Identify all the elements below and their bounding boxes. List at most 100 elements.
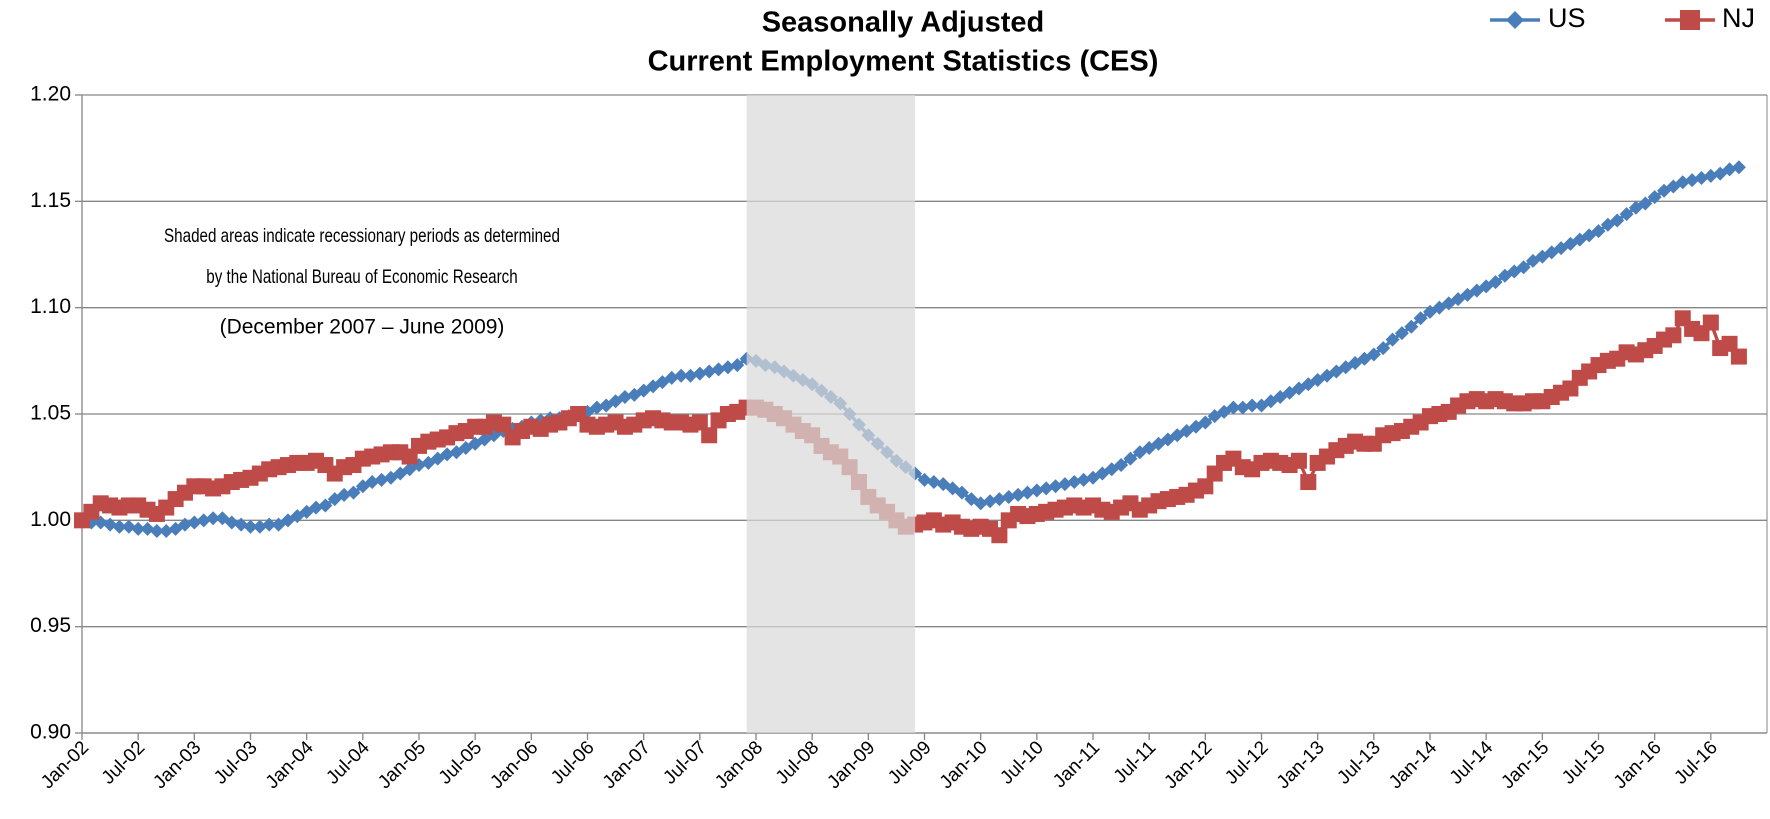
marker-diamond — [1675, 175, 1690, 190]
marker-diamond — [926, 475, 941, 490]
marker-diamond — [1376, 341, 1391, 356]
marker-square — [691, 414, 708, 431]
marker-diamond — [1114, 458, 1129, 473]
marker-diamond — [234, 517, 249, 532]
chart-title: Current Employment Statistics (CES) — [648, 46, 1159, 78]
marker-diamond — [187, 515, 202, 530]
x-tick-label: Jul-02 — [98, 737, 149, 788]
y-tick-label: 1.15 — [30, 189, 71, 212]
marker-diamond — [1647, 190, 1662, 205]
marker-diamond — [440, 447, 455, 462]
x-tick-label: Jan-07 — [599, 737, 655, 793]
marker-diamond — [121, 519, 136, 534]
x-tick-label: Jul-04 — [322, 737, 374, 789]
marker-diamond — [711, 362, 726, 377]
marker-diamond — [1039, 481, 1054, 496]
x-tick-label: Jul-12 — [1221, 737, 1272, 788]
x-tick-label: Jan-13 — [1273, 737, 1329, 793]
marker-diamond — [692, 366, 707, 381]
x-tick-label: Jan-16 — [1610, 737, 1666, 793]
x-tick-label: Jan-11 — [1049, 737, 1104, 792]
legend-label: NJ — [1722, 3, 1755, 33]
x-tick-label: Jul-07 — [659, 737, 710, 788]
annotation: (December 2007 – June 2009) — [220, 316, 505, 339]
marker-diamond — [683, 368, 698, 383]
x-tick-label: Jul-15 — [1558, 737, 1609, 788]
marker-square — [1300, 474, 1317, 491]
marker-diamond — [674, 368, 689, 383]
y-tick-label: 1.05 — [30, 402, 71, 425]
x-tick-label: Jul-03 — [210, 737, 261, 788]
marker-square — [1665, 327, 1682, 344]
x-tick-label: Jan-10 — [936, 737, 992, 793]
x-tick-label: Jul-13 — [1333, 737, 1384, 788]
marker-diamond — [243, 519, 258, 534]
recession-shade — [746, 95, 916, 733]
marker-diamond — [1048, 479, 1063, 494]
marker-diamond — [1731, 160, 1746, 175]
marker-diamond — [1366, 347, 1381, 362]
y-tick-label: 1.10 — [30, 295, 71, 318]
marker-diamond — [1001, 489, 1016, 504]
marker-diamond — [1057, 477, 1072, 492]
x-tick-label: Jan-04 — [262, 737, 318, 793]
marker-diamond — [149, 523, 164, 538]
marker-diamond — [103, 517, 118, 532]
x-tick-label: Jan-08 — [711, 737, 767, 793]
x-tick-label: Jan-12 — [1160, 737, 1216, 793]
x-tick-label: Jul-10 — [996, 737, 1047, 788]
marker-diamond — [1123, 451, 1138, 466]
x-tick-label: Jan-02 — [37, 737, 93, 793]
x-tick-label: Jan-15 — [1497, 737, 1553, 793]
marker-square — [1197, 478, 1214, 495]
marker-diamond — [206, 511, 221, 526]
marker-diamond — [1404, 319, 1419, 334]
marker-diamond — [1610, 213, 1625, 228]
marker-diamond — [159, 523, 174, 538]
marker-diamond — [1722, 162, 1737, 177]
marker-diamond — [917, 472, 932, 487]
marker-diamond — [196, 513, 211, 528]
x-tick-label: Jan-03 — [149, 737, 205, 793]
marker-square — [1730, 348, 1747, 365]
marker-diamond — [318, 498, 333, 513]
marker-diamond — [365, 475, 380, 490]
marker-diamond — [346, 485, 361, 500]
marker-diamond — [252, 519, 267, 534]
x-tick-label: Jul-16 — [1670, 737, 1721, 788]
marker-diamond — [1076, 472, 1091, 487]
marker-square — [495, 416, 512, 433]
marker-diamond — [1703, 168, 1718, 183]
marker-diamond — [702, 364, 717, 379]
marker-diamond — [1694, 170, 1709, 185]
y-tick-label: 0.90 — [30, 721, 71, 744]
marker-diamond — [112, 519, 127, 534]
marker-diamond — [664, 370, 679, 385]
x-tick-label: Jul-08 — [772, 737, 823, 788]
marker-diamond — [720, 360, 735, 375]
marker-diamond — [309, 500, 324, 515]
marker-diamond — [374, 472, 389, 487]
marker-diamond — [617, 389, 632, 404]
marker-diamond — [1198, 415, 1213, 430]
marker-diamond — [177, 517, 192, 532]
y-tick-label: 0.95 — [30, 614, 71, 637]
marker-diamond — [973, 496, 988, 511]
legend-marker — [1680, 10, 1700, 30]
marker-diamond — [131, 521, 146, 536]
marker-diamond — [224, 515, 239, 530]
marker-diamond — [1619, 207, 1634, 222]
marker-diamond — [1535, 249, 1550, 264]
marker-square — [1290, 452, 1307, 469]
annotation: Shaded areas indicate recessionary perio… — [164, 224, 560, 246]
x-tick-label: Jan-09 — [823, 737, 879, 793]
marker-diamond — [1020, 485, 1035, 500]
x-tick-label: Jan-06 — [486, 737, 542, 793]
marker-diamond — [730, 358, 745, 373]
y-tick-label: 1.00 — [30, 508, 71, 531]
x-tick-label: Jul-11 — [1110, 737, 1160, 787]
x-tick-label: Jul-09 — [884, 737, 935, 788]
x-tick-label: Jul-05 — [435, 737, 486, 788]
marker-diamond — [983, 494, 998, 509]
